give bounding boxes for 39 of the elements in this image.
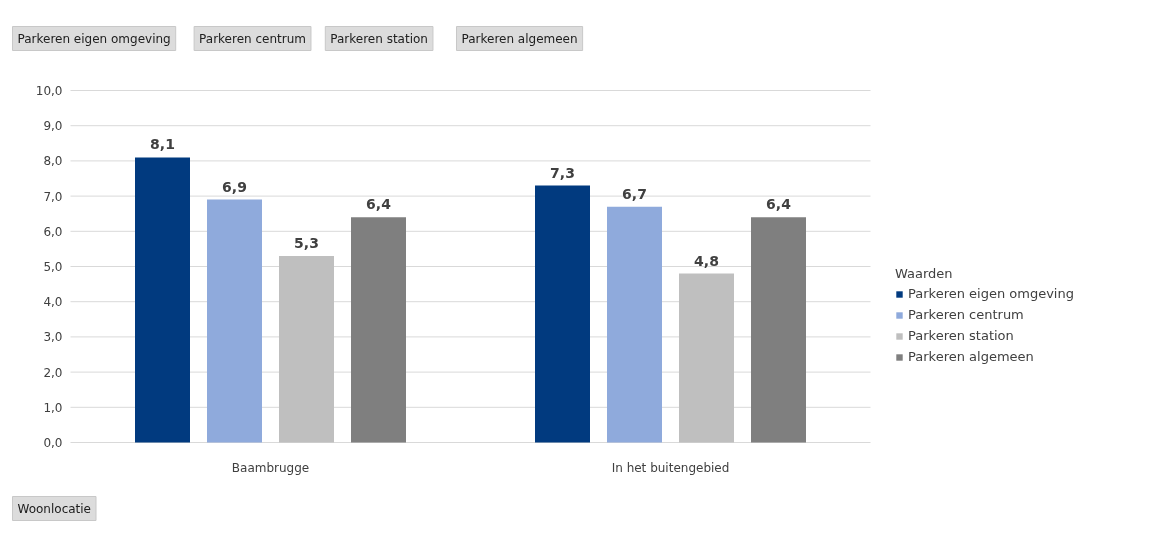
- bar: [135, 157, 190, 443]
- bar: [279, 255, 334, 443]
- text: Woonlocatie: [17, 501, 91, 516]
- y-tick-label: 1,0: [43, 400, 63, 415]
- bar: [535, 185, 590, 443]
- bar: [607, 206, 662, 443]
- text: Parkeren eigen omgeving: [17, 31, 171, 46]
- bar: [751, 217, 806, 443]
- bar: [351, 217, 406, 443]
- legend-label: Parkeren algemeen: [908, 349, 1034, 364]
- data-label: 7,3: [550, 164, 575, 181]
- y-tick-label: 2,0: [43, 365, 63, 380]
- text: Parkeren station: [330, 31, 428, 46]
- y-tick-label: 3,0: [43, 330, 63, 345]
- y-tick-label: 8,0: [43, 154, 63, 169]
- data-label: 6,4: [766, 196, 792, 213]
- y-tick-label: 9,0: [43, 119, 63, 134]
- y-tick-label: 6,0: [43, 224, 63, 239]
- data-label: 4,8: [694, 252, 719, 269]
- data-label: 6,4: [366, 196, 392, 213]
- y-tick-label: 5,0: [43, 260, 63, 274]
- bar: [207, 199, 262, 443]
- data-label: 8,1: [150, 136, 175, 153]
- text: Parkeren algemeen: [461, 31, 578, 46]
- x-tick-label: Baambrugge: [231, 460, 310, 475]
- legend-label: Parkeren centrum: [908, 307, 1024, 322]
- x-tick-label: In het buitengebied: [611, 460, 730, 475]
- text: Parkeren centrum: [199, 31, 306, 46]
- legend-label: Parkeren eigen omgeving: [908, 286, 1074, 301]
- y-tick-label: 7,0: [43, 189, 63, 204]
- bar: [679, 273, 734, 443]
- data-label: 5,3: [294, 234, 319, 251]
- legend-label: Parkeren station: [908, 328, 1014, 343]
- legend-title: Waarden: [895, 266, 954, 281]
- y-tick-label: 10,0: [35, 84, 63, 98]
- y-tick-label: 0,0: [43, 436, 63, 450]
- y-tick-label: 4,0: [43, 295, 63, 310]
- data-label: 6,9: [222, 178, 247, 195]
- data-label: 6,7: [622, 185, 647, 202]
